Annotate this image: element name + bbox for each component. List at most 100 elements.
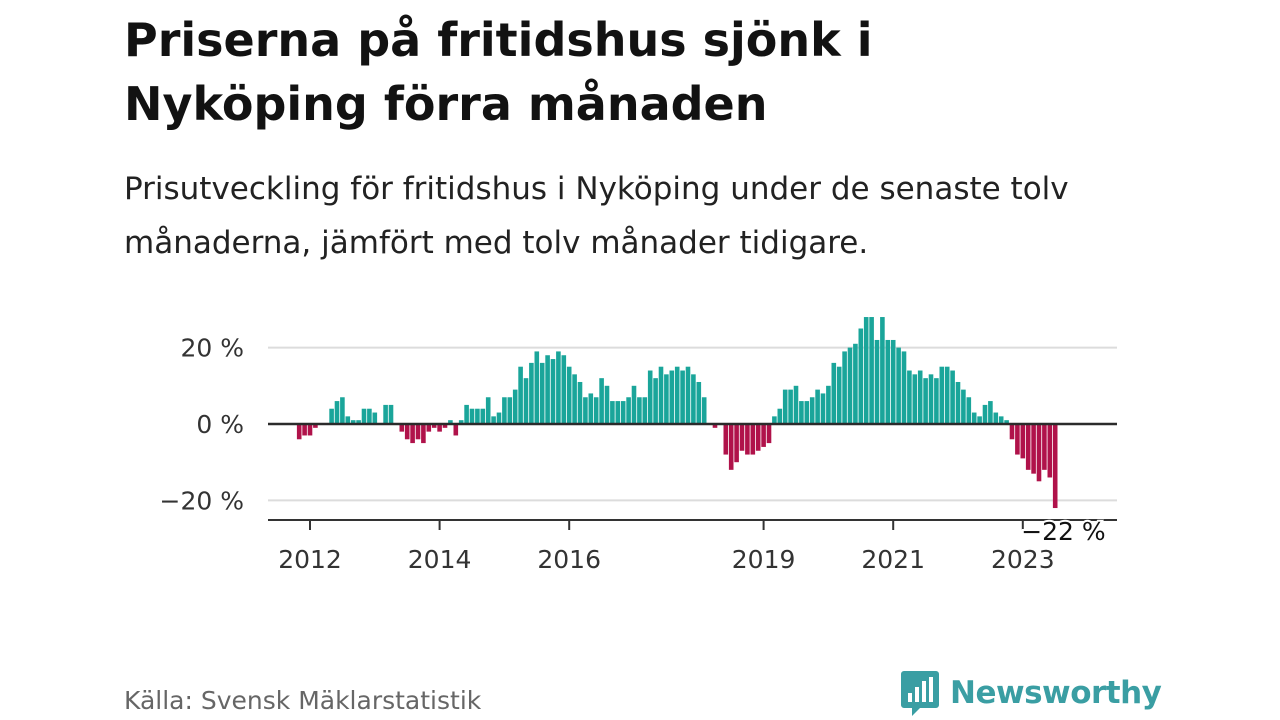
bar (998, 416, 1004, 424)
bar (934, 378, 939, 424)
bar (620, 401, 626, 424)
bar (404, 424, 410, 440)
chart-subtitle: Prisutveckling för fritidshus i Nyköping… (124, 171, 1069, 261)
bar (858, 328, 864, 424)
bar (664, 374, 669, 424)
bar (701, 397, 707, 424)
bar (626, 397, 631, 424)
bar (545, 355, 550, 424)
bar (593, 397, 599, 424)
bar (458, 420, 464, 424)
bar (1036, 424, 1042, 482)
bar (966, 397, 972, 424)
bar (615, 401, 621, 424)
bar (696, 381, 702, 424)
bar (896, 347, 901, 424)
bar (842, 351, 847, 424)
bar (923, 378, 928, 424)
bar (1047, 424, 1053, 478)
bar (383, 404, 388, 424)
x-tick-label: 2012 (278, 545, 342, 574)
bar (831, 362, 837, 424)
bar-chart: −20 % 0 % 20 % 2012 2014 2016 2019 2021 2023−22 … (160, 317, 1117, 574)
bar (302, 424, 307, 436)
bar (944, 366, 950, 424)
bar (907, 370, 912, 424)
bar (464, 404, 469, 424)
bar (340, 397, 345, 424)
bar (523, 378, 529, 424)
bar (583, 397, 588, 424)
bar (971, 412, 977, 424)
bar (566, 366, 572, 424)
bar (512, 389, 518, 424)
bar (561, 355, 567, 424)
bar (847, 347, 853, 424)
last-value-label: −22 % (1021, 517, 1105, 546)
bar (631, 385, 637, 424)
bar (772, 416, 777, 424)
bar (313, 424, 318, 428)
x-tick-label: 2014 (408, 545, 472, 574)
bar (610, 401, 615, 424)
bar (550, 359, 556, 424)
bar (1052, 424, 1058, 509)
bar (863, 317, 869, 424)
bar (367, 408, 372, 424)
chart-title: Priserna på fritidshus sjönk i Nyköping … (124, 13, 873, 131)
bar (680, 370, 685, 424)
bar (448, 420, 453, 424)
bar (642, 397, 648, 424)
bar (982, 404, 988, 424)
bar (604, 385, 610, 424)
bar (388, 404, 394, 424)
bar (307, 424, 313, 436)
bar (928, 374, 934, 424)
bar (437, 424, 442, 432)
bar (496, 412, 502, 424)
bar (977, 416, 982, 424)
bar (728, 424, 734, 470)
bar (669, 370, 675, 424)
bar (426, 424, 432, 432)
bar (890, 339, 896, 424)
bar (502, 397, 507, 424)
bar (712, 424, 718, 428)
bar (518, 366, 523, 424)
bar (350, 420, 356, 424)
bar (491, 416, 496, 424)
bar (1025, 424, 1031, 470)
bar (988, 401, 993, 424)
bar (442, 424, 448, 428)
bar (334, 401, 340, 424)
bar (874, 339, 880, 424)
bar (1031, 424, 1036, 474)
bar (372, 412, 378, 424)
bar (815, 389, 820, 424)
x-tick-label: 2019 (732, 545, 796, 574)
bar (637, 397, 642, 424)
bar (415, 424, 421, 440)
bar (880, 317, 885, 424)
bar (556, 351, 561, 424)
x-tick-label: 2021 (861, 545, 925, 574)
bar (901, 351, 907, 424)
bar (653, 378, 658, 424)
bar (356, 420, 361, 424)
bar (745, 424, 750, 455)
bar (799, 401, 804, 424)
bar (1042, 424, 1047, 470)
bar (853, 343, 858, 424)
bar (1009, 424, 1015, 440)
bar (761, 424, 766, 447)
y-tick-label: 0 % (196, 410, 244, 439)
bar (539, 362, 545, 424)
bar (534, 351, 540, 424)
bar (950, 370, 955, 424)
bar (955, 381, 961, 424)
bar (804, 401, 810, 424)
bar (453, 424, 459, 436)
bar (912, 374, 918, 424)
bar (691, 374, 696, 424)
bar (647, 370, 653, 424)
